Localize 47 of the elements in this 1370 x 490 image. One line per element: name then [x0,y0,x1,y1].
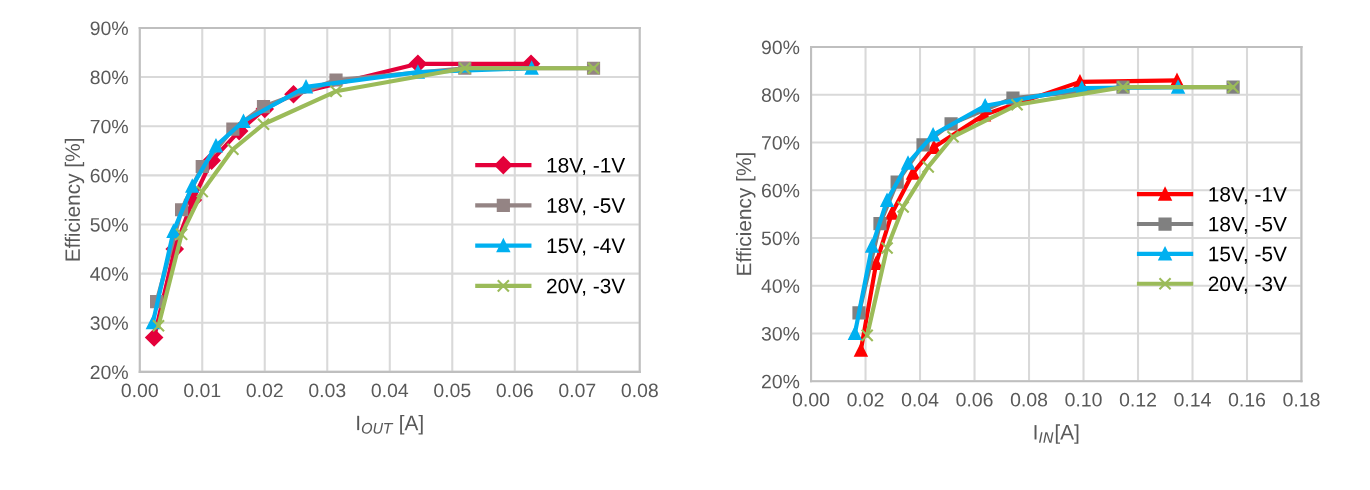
x-tick-label: 0.03 [309,383,346,398]
x-tick-label: 0.04 [371,383,409,398]
y-tick-label: 50% [761,231,800,246]
legend-label: 18V, -1V [547,157,626,176]
y-tick-label: 30% [90,316,128,331]
x-tick-label: 0.14 [1174,392,1211,407]
y-tick-label: 70% [90,119,128,134]
x-tick-label: 0.12 [1119,392,1156,407]
y-tick-label: 90% [761,40,800,55]
x-tick-label: 0.16 [1228,392,1266,407]
y-tick-label: 50% [90,217,128,232]
legend-label: 20V, -3V [547,278,626,296]
legend-label: 15V, -5V [1209,246,1287,264]
x-tick-label: 0.00 [792,392,830,407]
y-tick-label: 20% [761,374,800,389]
legend-label: 18V, -1V [1209,186,1287,205]
x-tick-label: 0.01 [184,383,221,398]
y-tick-label: 70% [762,135,800,150]
y-tick-label: 90% [90,21,128,36]
x-tick-label: 0.02 [847,392,884,407]
x-tick-label: 0.04 [901,392,939,407]
x-tick-label: 0.02 [246,383,283,398]
y-axis-title: Efficiency [%] [64,139,85,261]
legend-label: 15V, -4V [547,238,626,256]
x-tick-label: 0.00 [121,383,158,398]
legend-label: 20V, -3V [1208,276,1287,294]
x-tick-label: 0.06 [956,392,993,407]
x-axis-title: I$_{OUT}$ [A] [357,415,423,435]
x-tick-label: 0.08 [1010,392,1048,407]
x-tick-label: 0.10 [1065,392,1102,407]
x-tick-label: 0.05 [434,383,471,398]
y-tick-label: 40% [90,267,128,281]
y-tick-label: 60% [762,183,800,198]
y-tick-label: 80% [761,88,800,103]
y-tick-label: 40% [761,279,800,293]
x-tick-label: 0.08 [621,383,658,398]
x-tick-label: 0.18 [1283,392,1320,407]
y-tick-label: 30% [761,326,800,341]
y-tick-label: 20% [90,365,128,380]
x-axis-title: I$_{IN}$[A] [1034,424,1079,444]
legend-label: 18V, -5V [1209,216,1287,234]
y-tick-label: 80% [90,70,128,85]
legend-label: 18V, -5V [547,198,626,216]
y-axis-title: Efficiency [%] [736,153,756,275]
x-tick-label: 0.06 [496,383,533,398]
y-tick-label: 60% [90,168,128,183]
x-tick-label: 0.07 [559,383,596,398]
